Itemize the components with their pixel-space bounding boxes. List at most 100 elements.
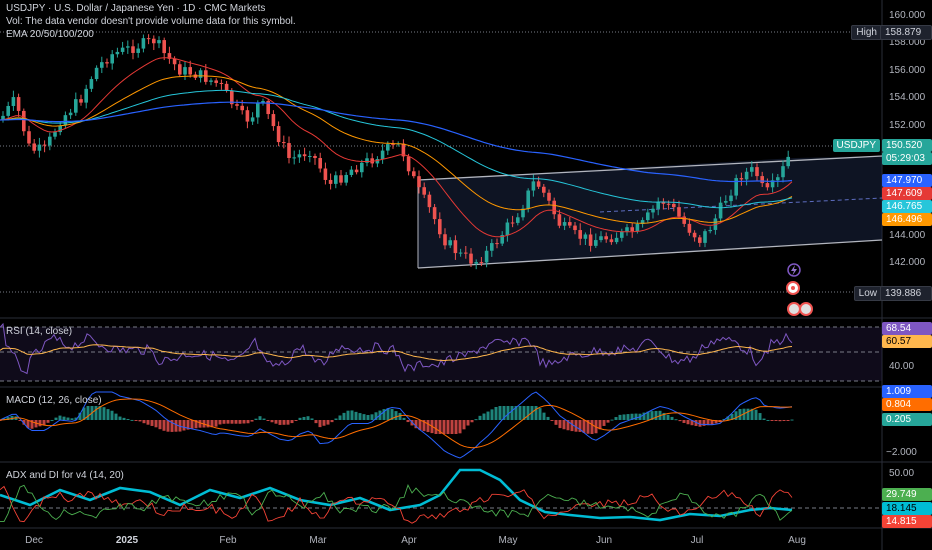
macd-histogram-bar xyxy=(586,420,590,434)
ema-legend[interactable]: EMA 20/50/100/200 xyxy=(6,29,94,40)
rsi-line xyxy=(0,322,793,375)
adx-line xyxy=(0,468,793,522)
time-label: Jun xyxy=(595,535,613,546)
candle-body xyxy=(786,156,790,167)
macd-histogram-bar xyxy=(310,418,314,420)
candle-body xyxy=(219,82,224,84)
macd-histogram-bar xyxy=(198,420,202,428)
macd-histogram-bar xyxy=(70,418,74,420)
macd-histogram-bar xyxy=(418,420,422,431)
macd-histogram-bar xyxy=(286,420,290,425)
macd-histogram-bar xyxy=(82,407,86,420)
macd-histogram-bar xyxy=(146,420,150,425)
candle-body xyxy=(755,167,759,177)
price-tick: 154.000 xyxy=(889,92,926,103)
channel-lower-line[interactable] xyxy=(417,239,883,269)
candle-body xyxy=(198,70,203,78)
macd-histogram-bar xyxy=(30,420,34,429)
macd-histogram-bar xyxy=(190,420,194,429)
macd-histogram-bar xyxy=(646,411,650,420)
candle-body xyxy=(354,169,359,173)
candle-body xyxy=(458,252,463,254)
rsi-legend[interactable]: RSI (14, close) xyxy=(6,326,73,337)
candle-body xyxy=(510,222,515,224)
macd-histogram-bar xyxy=(678,420,682,422)
macd-histogram-bar xyxy=(306,416,310,420)
adx-layer xyxy=(0,468,793,524)
candle-body xyxy=(588,234,593,246)
candle-body xyxy=(505,222,510,236)
candle-body xyxy=(240,105,244,111)
macd-histogram-bar xyxy=(666,414,670,420)
price-tick: 142.000 xyxy=(889,257,926,268)
macd-histogram-bar xyxy=(710,420,714,425)
flag-icon[interactable] xyxy=(787,302,801,316)
macd-histogram-bar xyxy=(62,416,66,420)
candle-body xyxy=(484,250,489,263)
macd-histogram-bar xyxy=(174,420,178,432)
time-label: May xyxy=(498,535,518,546)
candle-body xyxy=(256,102,260,118)
macd-histogram-bar xyxy=(214,420,218,427)
lightning-icon[interactable] xyxy=(787,263,801,277)
candle-body xyxy=(32,143,36,151)
macd-histogram-bar xyxy=(654,410,658,420)
candle-body xyxy=(126,46,130,48)
macd-histogram-bar xyxy=(334,418,338,420)
candle-body xyxy=(542,186,546,193)
time-label: Aug xyxy=(788,535,806,546)
candle-body xyxy=(500,235,504,244)
macd-histogram-bar xyxy=(358,413,362,420)
rsi-ma-tag: 60.57 xyxy=(882,335,932,348)
macd-histogram-bar xyxy=(302,416,306,420)
macd-histogram-bar xyxy=(206,420,210,428)
candle-body xyxy=(495,243,499,245)
time-label: 2025 xyxy=(115,535,139,546)
candle-body xyxy=(53,132,57,137)
candle-body xyxy=(406,156,411,172)
macd-histogram-bar xyxy=(118,416,122,420)
ema100-tag: 146.765 xyxy=(882,200,932,213)
macd-histogram-bar xyxy=(262,418,266,420)
candle-body xyxy=(157,40,161,44)
candle-body xyxy=(339,175,343,183)
candle-body xyxy=(313,155,317,159)
candle-body xyxy=(625,227,629,232)
candle-body xyxy=(235,104,239,106)
macd-histogram-bar xyxy=(266,420,270,421)
high-label: High xyxy=(851,25,882,40)
macd-histogram-bar xyxy=(38,420,42,427)
macd-histogram-bar xyxy=(66,417,70,420)
rsi-lines-layer xyxy=(0,322,793,375)
macd-histogram-bar xyxy=(554,420,558,425)
macd-histogram-bar xyxy=(386,408,390,420)
macd-histogram-bar xyxy=(474,419,478,421)
candle-body xyxy=(27,131,31,144)
candle-body xyxy=(209,80,213,82)
adx-legend[interactable]: ADX and DI for v4 (14, 20) xyxy=(6,470,124,481)
macd-histogram-bar xyxy=(538,408,542,420)
macd-histogram-bar xyxy=(114,413,118,420)
candle-body xyxy=(120,47,125,52)
macd-histogram-bar xyxy=(338,415,342,420)
macd-histogram-bar xyxy=(734,411,738,420)
macd-histogram-bar xyxy=(662,412,666,420)
candle-body xyxy=(48,136,52,146)
candle-body xyxy=(573,225,577,231)
macd-legend[interactable]: MACD (12, 26, close) xyxy=(6,395,102,406)
candle-body xyxy=(1,115,5,120)
candle-body xyxy=(620,231,624,238)
macd-histogram-bar xyxy=(106,409,110,420)
price-tick: 156.000 xyxy=(889,65,926,76)
macd-histogram-bar xyxy=(550,420,554,422)
flag-icon[interactable] xyxy=(799,302,813,316)
macd-histogram-bar xyxy=(786,420,790,421)
candle-body xyxy=(687,223,692,233)
ema200-tag: 147.970 xyxy=(882,174,932,187)
macd-histogram-bar xyxy=(182,420,186,431)
macd-histogram-bar xyxy=(394,411,398,420)
macd-histogram-bar xyxy=(698,420,702,427)
macd-histogram-bar xyxy=(50,419,54,421)
channel-upper-line[interactable] xyxy=(417,155,883,181)
